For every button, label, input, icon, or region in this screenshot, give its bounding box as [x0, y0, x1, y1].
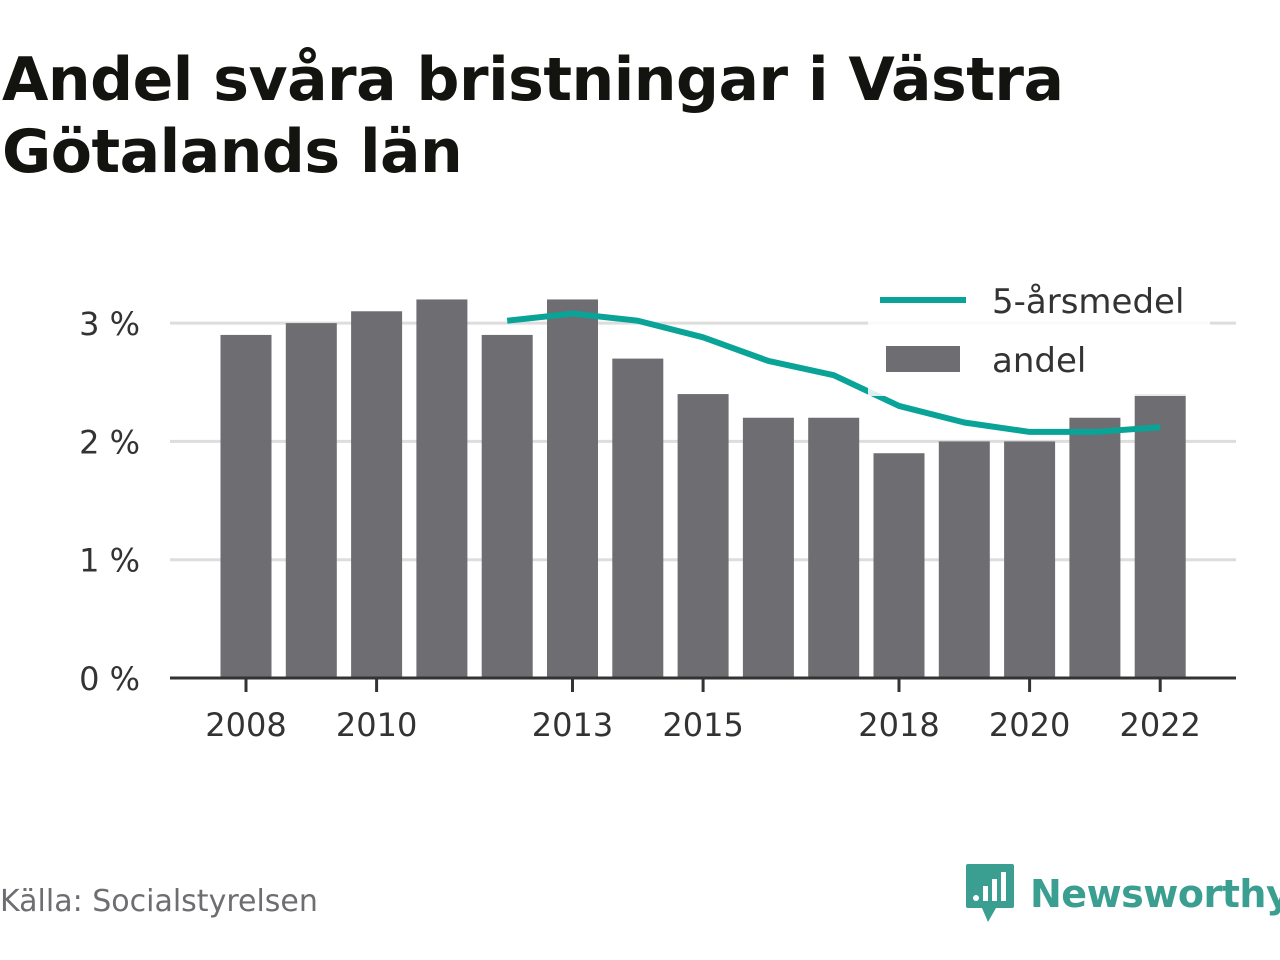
x-tick-label: 2015 [662, 706, 743, 744]
x-tick-label: 2020 [989, 706, 1070, 744]
axes: 0 % 1 % 2 % 3 % 2008 2010 2013 2015 2018 2020 2022 [79, 305, 1236, 744]
x-tick-label: 2010 [336, 706, 417, 744]
bar [1134, 394, 1186, 678]
bar [285, 323, 337, 678]
line-path [506, 310, 1161, 435]
bar [1004, 441, 1056, 678]
brand-logo[interactable]: Newsworthy [964, 862, 1280, 926]
bar [416, 299, 468, 678]
newsworthy-logo-icon [966, 864, 1014, 922]
bar-series-andel [220, 299, 1186, 678]
legend-label-andel: andel [992, 341, 1086, 381]
bar [351, 311, 403, 678]
y-tick-label: 1 % [79, 542, 140, 580]
legend-label-5-arsmedel: 5-årsmedel [992, 282, 1184, 322]
y-tick-label: 0 % [79, 660, 140, 698]
bar [612, 358, 664, 678]
brand-name: Newsworthy [1030, 872, 1280, 916]
x-tick-label: 2022 [1119, 706, 1200, 744]
legend-bar-swatch [886, 346, 960, 372]
source-note: Källa: Socialstyrelsen [0, 884, 318, 919]
bar [938, 441, 990, 678]
x-tick-label: 2018 [858, 706, 939, 744]
bar [742, 417, 794, 678]
legend-background [868, 276, 1210, 396]
x-tick-label: 2013 [532, 706, 613, 744]
bar [873, 453, 925, 678]
y-tick-label: 2 % [79, 423, 140, 461]
x-tick-label: 2008 [205, 706, 286, 744]
line-series-5-arsmedel [506, 310, 1161, 435]
chart-title: Andel svåra bristningar i Västra Götalan… [2, 45, 1064, 187]
bar [677, 394, 729, 678]
bar [481, 334, 533, 678]
bar [547, 299, 598, 678]
bar [808, 417, 860, 678]
bar [1069, 417, 1121, 678]
y-tick-label: 3 % [79, 305, 140, 343]
chart: 0 % 1 % 2 % 3 % 2008 2010 2013 2015 2018 2020 2022… [79, 276, 1236, 744]
legend: 5-årsmedel andel [868, 276, 1210, 396]
bar [220, 334, 272, 678]
